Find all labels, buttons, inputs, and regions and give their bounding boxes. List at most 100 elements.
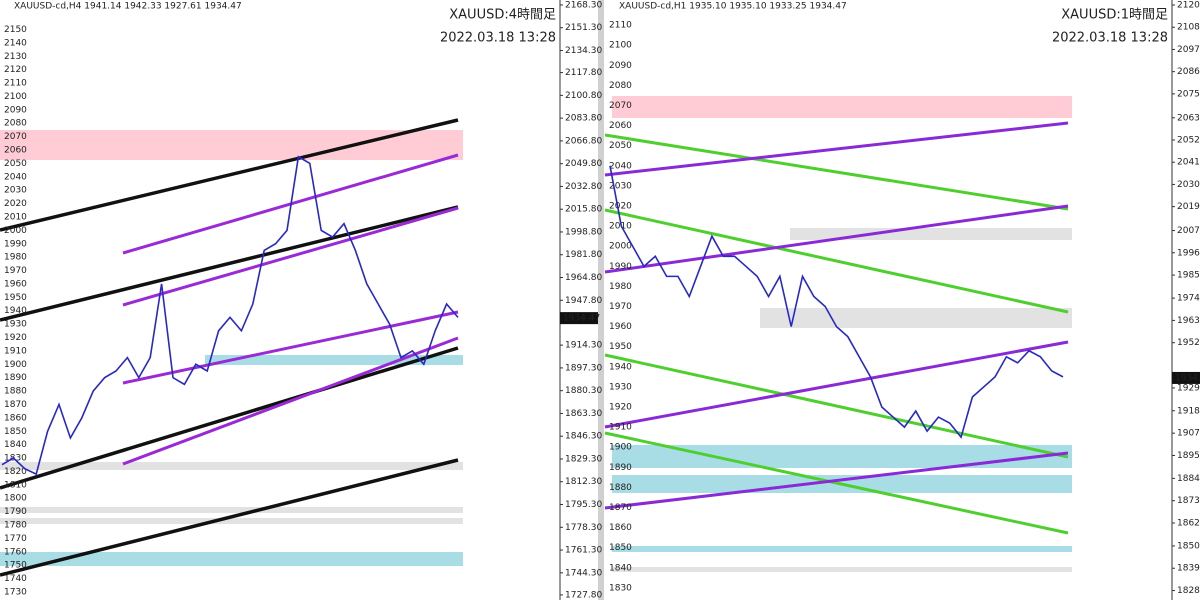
trend-line [604,431,1069,535]
y-tick-label: 1840 [609,563,632,573]
trend-line [604,208,1069,314]
y-tick-label: 1920 [4,333,27,343]
right-panel-drawings [604,96,1072,572]
y-tick-label: 2010 [609,222,632,232]
zone [0,518,463,524]
y2-tick-label: 1795.30 [565,500,602,510]
y-tick-label: 2130 [4,52,27,62]
y2-tick-label: 1761.30 [565,546,602,556]
y-tick-label: 2090 [609,61,632,71]
y-tick-label: 1750 [4,561,27,571]
y-tick-label: 1890 [4,373,27,383]
y-tick-label: 2110 [4,79,27,89]
trend-line [604,353,1069,459]
y2-tick-label: 2041.80 [1177,158,1200,168]
price-line [609,165,1064,439]
y-tick-label: 1940 [4,306,27,316]
y-tick-label: 1990 [4,239,27,249]
y-tick-label: 2050 [609,141,632,151]
y2-tick-label: 1846.30 [565,432,602,442]
y2-tick-label: 2097.90 [1177,45,1200,55]
y-tick-label: 1890 [609,463,632,473]
y-tick-label: 1770 [4,534,27,544]
y2-tick-label: 2168.30 [565,0,602,10]
trend-line [0,346,459,490]
y2-tick-label: 2086.85 [1177,67,1200,77]
channel-line [604,121,1069,177]
y2-tick-label: 1981.80 [565,250,602,260]
y-tick-label: 2040 [609,161,632,171]
y-tick-label: 1930 [609,382,632,392]
y-tick-label: 1910 [4,346,27,356]
y-tick-label: 2050 [4,159,27,169]
y-tick-label: 2020 [609,202,632,212]
zone [612,567,1072,572]
y-tick-label: 1900 [609,443,632,453]
chart-date: 2022.03.18 13:28 [440,31,556,46]
y2-tick-label: 2015.80 [565,205,602,215]
y2-tick-label: 2108.95 [1177,23,1200,33]
y2-tick-label: 1914.30 [565,341,602,351]
y-tick-label: 2080 [4,119,27,129]
zone [205,355,463,365]
zone [0,552,463,566]
y-tick-label: 2030 [609,181,632,191]
channel-line [122,336,459,466]
last-price-box [1172,371,1200,384]
chart-title: XAUUSD:4時間足 [449,8,556,23]
y-tick-label: 1880 [4,387,27,397]
y2-tick-label: 1895.90 [1177,451,1200,461]
y2-tick-label: 1918.15 [1177,406,1200,416]
zone [0,462,463,470]
y2-tick-label: 2117.80 [565,68,602,78]
y2-tick-label: 2030.75 [1177,180,1200,190]
y2-tick-label: 1929.50 [1177,383,1200,393]
y-tick-label: 1780 [4,521,27,531]
y-tick-label: 2100 [4,92,27,102]
y2-tick-label: 1952.00 [1177,338,1200,348]
y-tick-label: 2110 [609,21,632,31]
y-tick-label: 2060 [4,146,27,156]
y2-tick-label: 1812.30 [565,477,602,487]
zone [612,96,1072,118]
y2-tick-label: 1974.20 [1177,294,1200,304]
y-tick-label: 1820 [4,467,27,477]
channel-line [122,206,459,307]
trend-line [0,118,459,232]
y2-tick-label: 1963.10 [1177,316,1200,326]
channel-line [122,310,459,385]
y-tick-label: 1840 [4,440,27,450]
y2-tick-label: 1907.00 [1177,429,1200,439]
y2-tick-label: 2063.90 [1177,113,1200,123]
y-tick-label: 1850 [609,543,632,553]
y-tick-label: 1910 [609,423,632,433]
y-tick-label: 1730 [4,587,27,597]
zone [760,308,1072,328]
y-tick-label: 2070 [4,132,27,142]
y-tick-label: 2030 [4,186,27,196]
y2-tick-label: 1880.30 [565,386,602,396]
y-tick-label: 2080 [609,81,632,91]
trend-line [0,458,459,577]
y-tick-label: 1760 [4,547,27,557]
y2-tick-label: 1778.30 [565,523,602,533]
last-price-label: 1934.47 [563,314,600,324]
y-tick-label: 1920 [609,403,632,413]
y2-tick-label: 1985.65 [1177,271,1200,281]
y-tick-label: 1950 [609,342,632,352]
y-tick-label: 1950 [4,293,27,303]
y-tick-label: 1880 [609,483,632,493]
y-tick-label: 1830 [609,583,632,593]
chart-title: XAUUSD:1時間足 [1061,8,1168,23]
y-tick-label: 2070 [609,101,632,111]
y-tick-label: 2020 [4,199,27,209]
zone [0,130,463,160]
y2-tick-label: 1744.30 [565,568,602,578]
y-tick-label: 1990 [609,262,632,272]
y-tick-label: 2090 [4,105,27,115]
y-tick-label: 1800 [4,494,27,504]
y-tick-label: 1860 [4,413,27,423]
y2-tick-label: 2019.70 [1177,202,1200,212]
y2-tick-label: 1897.30 [565,363,602,373]
channel-line [604,340,1069,429]
